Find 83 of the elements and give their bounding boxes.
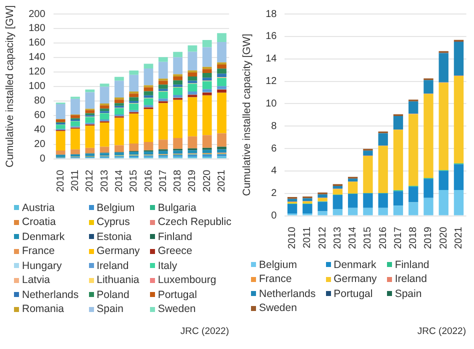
y-tick-label: 60 xyxy=(34,110,46,122)
x-tick-label: 2011 xyxy=(70,169,82,192)
x-tick-label: 2011 xyxy=(302,226,314,248)
legend-label: Latvia xyxy=(22,274,50,286)
x-tick-label: 2020 xyxy=(202,169,213,192)
y-tick-label: 2 xyxy=(271,188,278,200)
legend-label: Finland xyxy=(158,230,192,243)
y-tick-label: 14 xyxy=(266,54,278,65)
legend-label: Denmark xyxy=(334,258,376,271)
x-tick-label: 2018 xyxy=(172,169,184,192)
y-tick-label: 180 xyxy=(28,23,46,34)
legend-label: Greece xyxy=(158,245,192,258)
legend-label: Italy xyxy=(158,260,178,272)
legend-label: Hungary xyxy=(22,260,62,272)
legend-label: Bulgaria xyxy=(158,202,196,214)
x-tick-label: 2019 xyxy=(423,226,434,250)
x-tick-label: 2015 xyxy=(362,226,374,250)
legend-label: Netherlands xyxy=(259,288,316,300)
x-tick-label: 2010 xyxy=(55,169,66,192)
legend-label: Belgium xyxy=(259,258,297,271)
y-tick-label: 140 xyxy=(28,52,46,64)
legend-label: Portugal xyxy=(334,288,373,300)
x-tick-label: 2021 xyxy=(454,226,464,250)
x-tick-label: 2012 xyxy=(317,226,328,250)
legend-label: Spain xyxy=(96,303,124,316)
y-tick-label: 8 xyxy=(271,120,278,132)
x-tick-label: 2016 xyxy=(143,169,154,192)
legend-label: Ireland xyxy=(394,273,427,286)
legend-label: Ireland xyxy=(96,260,129,272)
x-tick-label: 2021 xyxy=(216,169,228,192)
y-axis-title: Cumulative installed capacity [GW] xyxy=(4,5,16,168)
y-tick-label: 10 xyxy=(266,98,278,110)
x-tick-label: 2014 xyxy=(114,169,125,192)
legend-label: Netherlands xyxy=(22,288,79,301)
x-tick-label: 2017 xyxy=(158,169,169,192)
x-tick-label: 2019 xyxy=(187,169,198,192)
x-tick-label: 2020 xyxy=(438,226,450,250)
x-tick-label: 2016 xyxy=(378,226,389,250)
legend-label: Portugal xyxy=(158,288,197,301)
y-tick-label: 0 xyxy=(271,210,278,222)
legend-label: Luxembourg xyxy=(158,274,216,286)
y-tick-label: 40 xyxy=(34,124,46,136)
legend-label: Lithuania xyxy=(96,274,140,286)
y-tick-label: 120 xyxy=(28,66,46,78)
legend-label: Czech Republic xyxy=(158,216,232,228)
legend-label: France xyxy=(22,245,55,258)
y-tick-label: 20 xyxy=(34,139,46,150)
legend-label: Finland xyxy=(394,258,430,271)
legend-label: Belgium xyxy=(96,202,135,214)
x-tick-label: 2010 xyxy=(287,226,298,250)
legend-label: Sweden xyxy=(158,303,196,316)
x-tick-label: 2014 xyxy=(348,226,359,250)
y-tick-label: 6 xyxy=(271,143,278,154)
x-tick-label: 2015 xyxy=(128,169,140,192)
y-tick-label: 16 xyxy=(266,31,278,42)
x-tick-label: 2017 xyxy=(392,226,404,250)
y-tick-label: 0 xyxy=(40,154,46,165)
y-tick-label: 12 xyxy=(266,76,278,87)
legend-label: Spain xyxy=(394,288,422,300)
legend-label: Romania xyxy=(22,303,64,316)
legend-label: Germany xyxy=(96,245,140,258)
legend-label: France xyxy=(259,273,292,286)
y-tick-label: 160 xyxy=(28,38,46,49)
legend-label: Cyprus xyxy=(96,216,130,228)
legend-label: Denmark xyxy=(22,230,65,243)
text: JRC (2022) xyxy=(180,326,229,337)
x-tick-label: 2012 xyxy=(84,169,96,192)
y-tick-label: 200 xyxy=(28,8,46,20)
text: JRC (2022) xyxy=(417,326,466,337)
legend-label: Estonia xyxy=(96,230,132,243)
y-tick-label: 80 xyxy=(34,96,46,107)
legend-label: Austria xyxy=(22,202,55,214)
y-axis-title: Cumulative installed capacity [GW] xyxy=(241,34,254,196)
legend-label: Poland xyxy=(96,288,130,301)
y-tick-label: 18 xyxy=(266,8,278,20)
y-tick-label: 4 xyxy=(271,166,278,177)
x-tick-label: 2013 xyxy=(99,169,110,192)
x-tick-label: 2013 xyxy=(332,226,344,250)
y-tick-label: 100 xyxy=(28,81,46,92)
legend-label: Germany xyxy=(334,273,377,286)
legend-label: Croatia xyxy=(22,216,56,228)
legend-label: Sweden xyxy=(259,302,297,314)
x-tick-label: 2018 xyxy=(408,226,420,250)
